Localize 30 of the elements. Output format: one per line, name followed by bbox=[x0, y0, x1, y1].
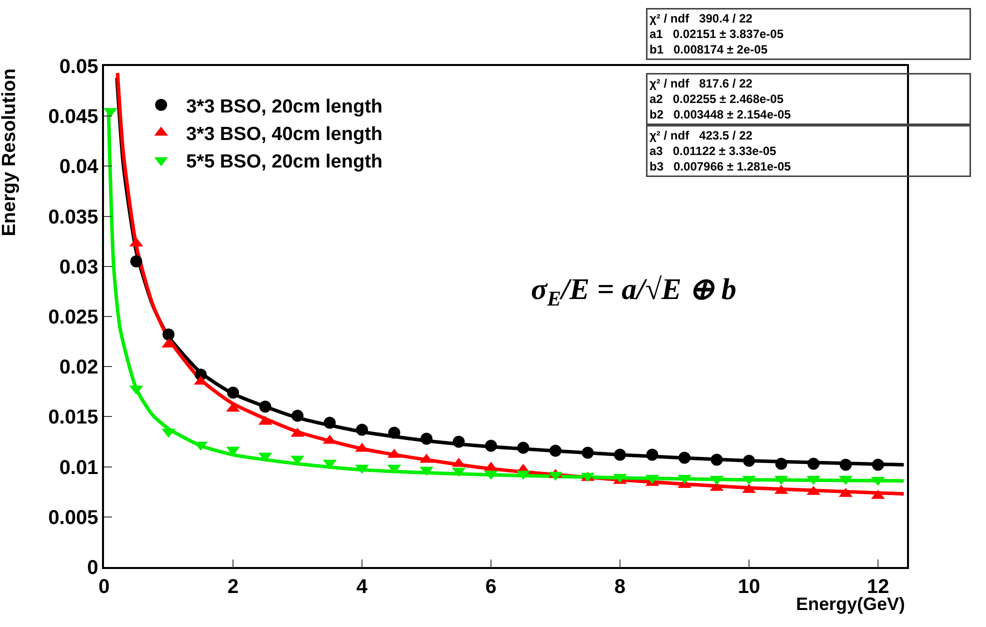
annotation: b3 0.007966 ± 1.281e-05 bbox=[650, 160, 792, 174]
y-tick-label: 0.04 bbox=[59, 156, 100, 178]
annotation: a2 0.02255 ± 2.468e-05 bbox=[650, 92, 784, 106]
annotation: χ² / ndf 817.6 / 22 bbox=[650, 76, 753, 90]
y-tick-label: 0 bbox=[87, 557, 98, 579]
annotation: χ² / ndf 423.5 / 22 bbox=[650, 128, 753, 142]
x-tick-label: 2 bbox=[227, 576, 239, 598]
legend-label: 3*3 BSO, 40cm length bbox=[186, 124, 383, 145]
y-tick-label: 0.05 bbox=[59, 56, 98, 78]
y-tick-label: 0.015 bbox=[48, 406, 98, 429]
y-tick-label: 0.02 bbox=[59, 356, 98, 379]
text: b1 0.008174 ± 2e-05 bbox=[650, 42, 768, 57]
y-axis-title: Energy Resolution bbox=[0, 68, 20, 236]
x-tick-label: 4 bbox=[356, 576, 368, 598]
legend-label: 3*3 BSO, 20cm length bbox=[186, 96, 383, 118]
legend-label: 5*5 BSO, 20cm length bbox=[186, 152, 383, 173]
x-tick-label: 10 bbox=[738, 576, 760, 598]
annotation: b2 0.003448 ± 2.154e-05 bbox=[650, 108, 792, 122]
y-tick-label: 0.025 bbox=[48, 306, 98, 328]
x-tick-label: 8 bbox=[614, 576, 626, 598]
annotation: a3 0.01122 ± 3.33e-05 bbox=[650, 144, 777, 158]
y-tick-label: 0.03 bbox=[59, 256, 98, 278]
x-tick-label: 6 bbox=[485, 576, 497, 598]
y-tick-label: 0.035 bbox=[48, 206, 98, 228]
text: χ² / ndf 390.4 / 22 bbox=[650, 12, 753, 26]
y-tick-label: 0.01 bbox=[59, 456, 98, 479]
text: a1 0.02151 ± 3.837e-05 bbox=[650, 27, 784, 42]
annotation: σ$_{E}$/E = a/√E ⊕ b bbox=[531, 273, 736, 310]
y-tick-label: 0.045 bbox=[48, 106, 98, 128]
y-tick-label: 0.005 bbox=[48, 506, 98, 529]
